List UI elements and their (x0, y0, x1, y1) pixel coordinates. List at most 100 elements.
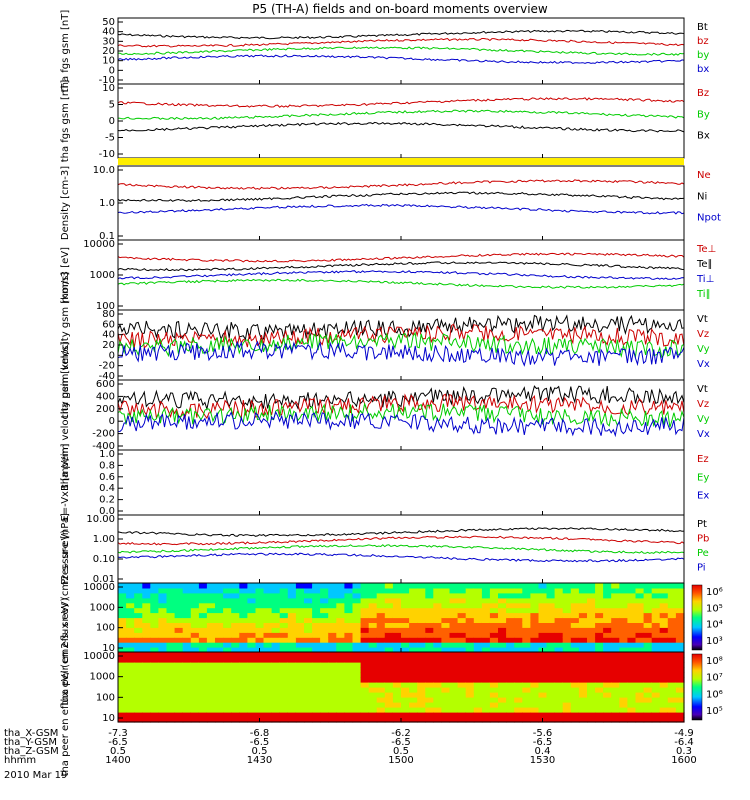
spectrogram-cell (562, 677, 572, 683)
spectrogram-cell (360, 597, 370, 604)
spectrogram-cell (360, 697, 370, 703)
spectrogram-cell (465, 687, 475, 693)
spectrogram-cell (627, 667, 637, 673)
y-tick-label: 0.8 (99, 460, 115, 471)
spectrogram-cell (344, 612, 354, 619)
spectrogram-cell (360, 587, 370, 594)
spectrogram-cell (312, 627, 321, 633)
spectrogram-cell (166, 652, 176, 658)
spectrogram-cell (360, 717, 370, 723)
spectrogram-cell (425, 617, 434, 623)
spectrogram-cell (587, 662, 596, 668)
spectrogram-cell (239, 607, 248, 614)
trace-bx (117, 54, 685, 65)
spectrogram-cell (263, 642, 273, 648)
spectrogram-cell (554, 637, 564, 643)
spectrogram-cell (473, 632, 483, 638)
spectrogram-cell (255, 712, 265, 718)
spectrogram-cell (578, 583, 588, 589)
spectrogram-cell (231, 672, 240, 678)
spectrogram-cell (425, 597, 434, 604)
spectrogram-cell (392, 697, 402, 703)
spectrogram-cell (627, 612, 637, 619)
spectrogram-cell (215, 677, 224, 683)
spectrogram-cell (659, 687, 669, 693)
spectrogram-cell (142, 612, 151, 619)
spectrogram-cell (465, 702, 475, 708)
spectrogram-cell (409, 642, 418, 648)
spectrogram-cell (287, 707, 297, 713)
spectrogram-cell (231, 597, 240, 604)
spectrogram-cell (651, 632, 661, 638)
ephemeris-value: -7.3 (108, 728, 128, 739)
spectrogram-cell (215, 652, 224, 658)
spectrogram-cell (675, 627, 685, 633)
y-tick-label: 0 (109, 416, 115, 427)
spectrogram-cell (489, 607, 499, 614)
y-tick-label: 50 (102, 17, 115, 28)
spectrogram-cell (166, 687, 176, 693)
spectrogram-cell (287, 583, 297, 589)
spectrogram-cell (465, 662, 475, 668)
spectrogram-cell (215, 597, 224, 604)
spectrogram-cell (425, 697, 434, 703)
spectrogram-cell (190, 583, 200, 589)
spectrogram-cell (489, 583, 499, 589)
spectrogram-cell (158, 587, 168, 594)
spectrogram-cell (392, 597, 402, 604)
spectrogram-cell (627, 717, 637, 723)
spectrogram-cell (150, 712, 159, 718)
spectrogram-cell (530, 662, 540, 668)
spectrogram-cell (627, 702, 637, 708)
spectrogram-cell (360, 667, 370, 673)
spectrogram-cell (506, 597, 515, 604)
spectrogram-cell (473, 662, 483, 668)
spectrogram-cell (231, 612, 240, 619)
spectrogram-cell (134, 697, 143, 703)
spectrogram-cell (126, 622, 135, 628)
spectrogram-cell (279, 607, 289, 614)
spectrogram-cell (231, 622, 240, 628)
spectrogram-cell (247, 592, 257, 599)
spectrogram-cell (344, 583, 354, 589)
spectrogram-cell (239, 583, 248, 589)
spectrogram-cell (530, 622, 540, 628)
spectrogram-cell (546, 617, 556, 623)
spectrogram-cell (433, 652, 442, 658)
spectrogram-cell (368, 657, 378, 663)
spectrogram-cell (134, 587, 143, 594)
spectrogram-cell (158, 617, 168, 623)
spectrogram-cell (562, 662, 572, 668)
spectrogram-cell (417, 583, 426, 589)
spectrogram-cell (538, 707, 548, 713)
spectrogram-cell (562, 642, 572, 648)
legend-Vx: Vx (697, 429, 710, 440)
spectrogram-cell (263, 712, 273, 718)
spectrogram-cell (158, 667, 168, 673)
spectrogram-cell (449, 592, 459, 599)
spectrogram-cell (142, 637, 151, 643)
spectrogram-cell (530, 717, 540, 723)
spectrogram-cell (150, 597, 159, 604)
spectrogram-cell (506, 667, 515, 673)
spectrogram-cell (611, 632, 620, 638)
spectrogram-cell (409, 602, 418, 609)
spectrogram-cell (215, 657, 224, 663)
spectrogram-cell (473, 672, 483, 678)
legend-Ez: Ez (697, 454, 709, 465)
spectrogram-cell (425, 687, 434, 693)
spectrogram-cell (401, 642, 410, 648)
spectrogram-cell (441, 697, 451, 703)
spectrogram-cell (368, 617, 378, 623)
y-tick-label: 0 (109, 350, 115, 361)
spectrogram-cell (344, 632, 354, 638)
spectrogram-cell (651, 652, 661, 658)
spectrogram-cell (401, 647, 410, 653)
spectrogram-cell (392, 637, 402, 643)
spectrogram-cell (182, 617, 192, 623)
spectrogram-cell (368, 602, 378, 609)
spectrogram-cell (312, 597, 321, 604)
spectrogram-cell (457, 607, 467, 614)
spectrogram-cell (595, 702, 604, 708)
spectrogram-cell (263, 717, 273, 723)
